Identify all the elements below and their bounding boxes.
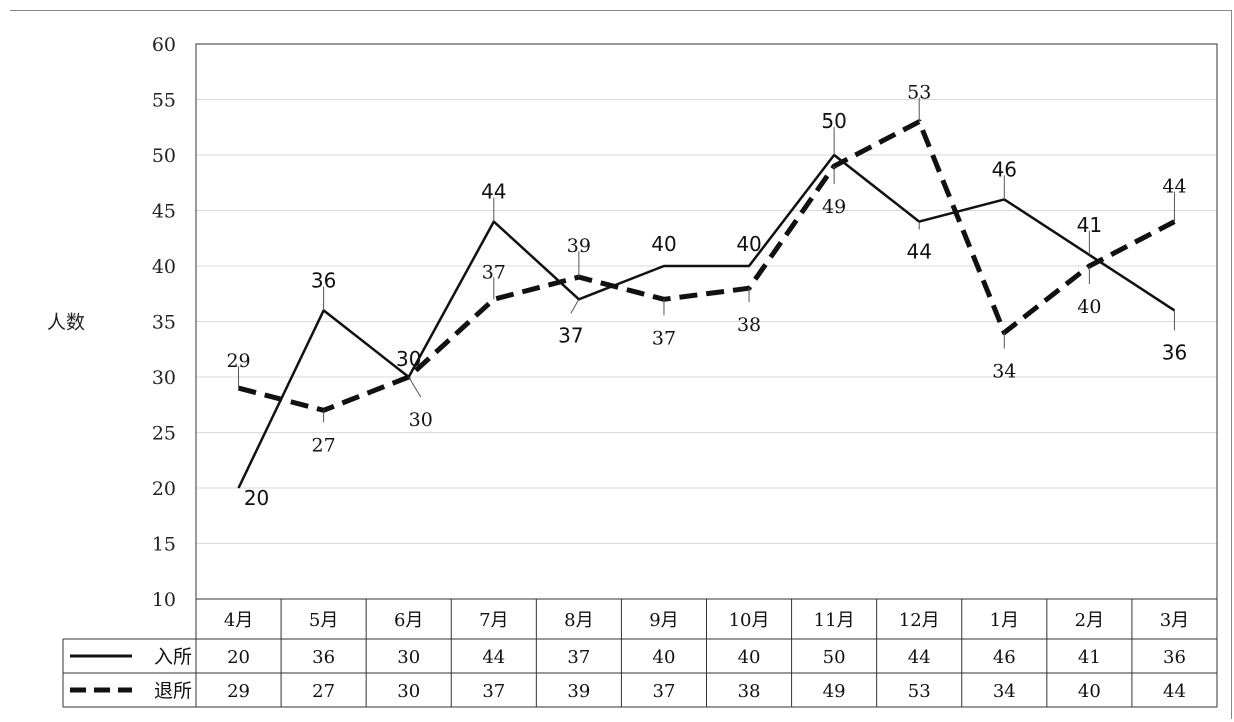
table-cell: 27 — [312, 681, 335, 702]
table-cell: 34 — [993, 681, 1016, 702]
table-cell: 40 — [653, 647, 676, 668]
table-cell: 40 — [738, 647, 761, 668]
x-tick-label: 6月 — [394, 610, 423, 631]
data-label: 36 — [1162, 340, 1187, 364]
y-tick-label: 15 — [152, 534, 176, 556]
table-cell: 49 — [823, 681, 846, 702]
data-label: 39 — [567, 235, 591, 257]
data-label: 40 — [651, 232, 676, 256]
y-tick-label: 10 — [152, 589, 176, 611]
y-tick-label: 35 — [152, 312, 176, 334]
data-label: 36 — [311, 268, 336, 292]
y-tick-label: 20 — [152, 478, 176, 500]
table-cell: 20 — [227, 647, 250, 668]
table-cell: 37 — [567, 647, 590, 668]
x-tick-label: 9月 — [649, 610, 678, 631]
table-cell: 36 — [312, 647, 335, 668]
table-cell: 38 — [738, 681, 761, 702]
table-cell: 30 — [397, 681, 420, 702]
series-line-nyusho — [237, 153, 1176, 489]
data-label: 37 — [482, 261, 506, 283]
data-label: 20 — [244, 486, 269, 510]
line-chart: 10 15 20 25 30 35 40 45 50 55 60 人数 4月 5月 6月 7月 8月 9月 10月 1… — [47, 34, 1218, 708]
x-tick-label: 2月 — [1075, 610, 1104, 631]
data-label: 40 — [1077, 296, 1101, 318]
data-label: 37 — [652, 327, 676, 349]
y-axis-label: 人数 — [47, 312, 85, 334]
data-label: 38 — [737, 314, 761, 336]
data-label: 37 — [558, 323, 583, 347]
y-tick-label: 25 — [152, 423, 176, 445]
y-tick-label: 30 — [152, 367, 176, 389]
data-label: 30 — [396, 347, 421, 371]
y-tick-label: 60 — [152, 34, 176, 56]
series-line-taisho — [237, 119, 1176, 413]
x-tick-label: 8月 — [564, 610, 593, 631]
legend-label: 入所 — [154, 646, 192, 668]
x-tick-label: 3月 — [1160, 610, 1189, 631]
data-label: 30 — [409, 409, 433, 431]
y-tick-label: 45 — [152, 201, 176, 223]
x-tick-label: 12月 — [899, 610, 940, 631]
y-tick-label: 40 — [152, 256, 176, 278]
table-cell: 50 — [823, 647, 846, 668]
data-label: 41 — [1077, 213, 1102, 237]
data-label: 50 — [821, 109, 846, 133]
table-cell: 44 — [908, 647, 931, 668]
x-tick-label: 1月 — [990, 610, 1019, 631]
data-label: 46 — [992, 157, 1017, 181]
data-label: 29 — [226, 350, 250, 372]
table-cell: 39 — [567, 681, 590, 702]
x-tick-label: 10月 — [729, 610, 770, 631]
table-cell: 40 — [1078, 681, 1101, 702]
table-cell: 44 — [482, 647, 505, 668]
x-tick-label: 11月 — [814, 610, 855, 631]
table-cell: 46 — [993, 647, 1016, 668]
chart-frame: 10 15 20 25 30 35 40 45 50 55 60 人数 4月 5月 6月 7月 8月 9月 10月 1… — [10, 10, 1232, 719]
legend-label: 退所 — [154, 680, 192, 702]
table-cell: 36 — [1163, 647, 1186, 668]
data-label: 44 — [906, 240, 931, 264]
y-tick-label: 55 — [152, 90, 176, 112]
data-label: 49 — [822, 196, 846, 218]
table-cell: 29 — [227, 681, 250, 702]
table-cell: 53 — [908, 681, 931, 702]
table-cell: 41 — [1078, 647, 1101, 668]
table-cell: 37 — [653, 681, 676, 702]
data-label: 40 — [736, 232, 761, 256]
data-label-leader — [570, 299, 580, 314]
x-tick-label: 5月 — [309, 610, 338, 631]
table-cell: 30 — [397, 647, 420, 668]
table-cell: 37 — [482, 681, 505, 702]
data-label: 53 — [907, 82, 931, 104]
data-label-leader — [408, 376, 422, 398]
data-label: 44 — [481, 180, 506, 204]
x-tick-label: 4月 — [224, 610, 253, 631]
data-label: 44 — [1162, 176, 1186, 198]
y-tick-label: 50 — [152, 145, 176, 167]
x-tick-label: 7月 — [479, 610, 508, 631]
table-cell: 44 — [1163, 681, 1186, 702]
data-label: 27 — [312, 434, 336, 456]
data-label: 34 — [992, 361, 1016, 383]
